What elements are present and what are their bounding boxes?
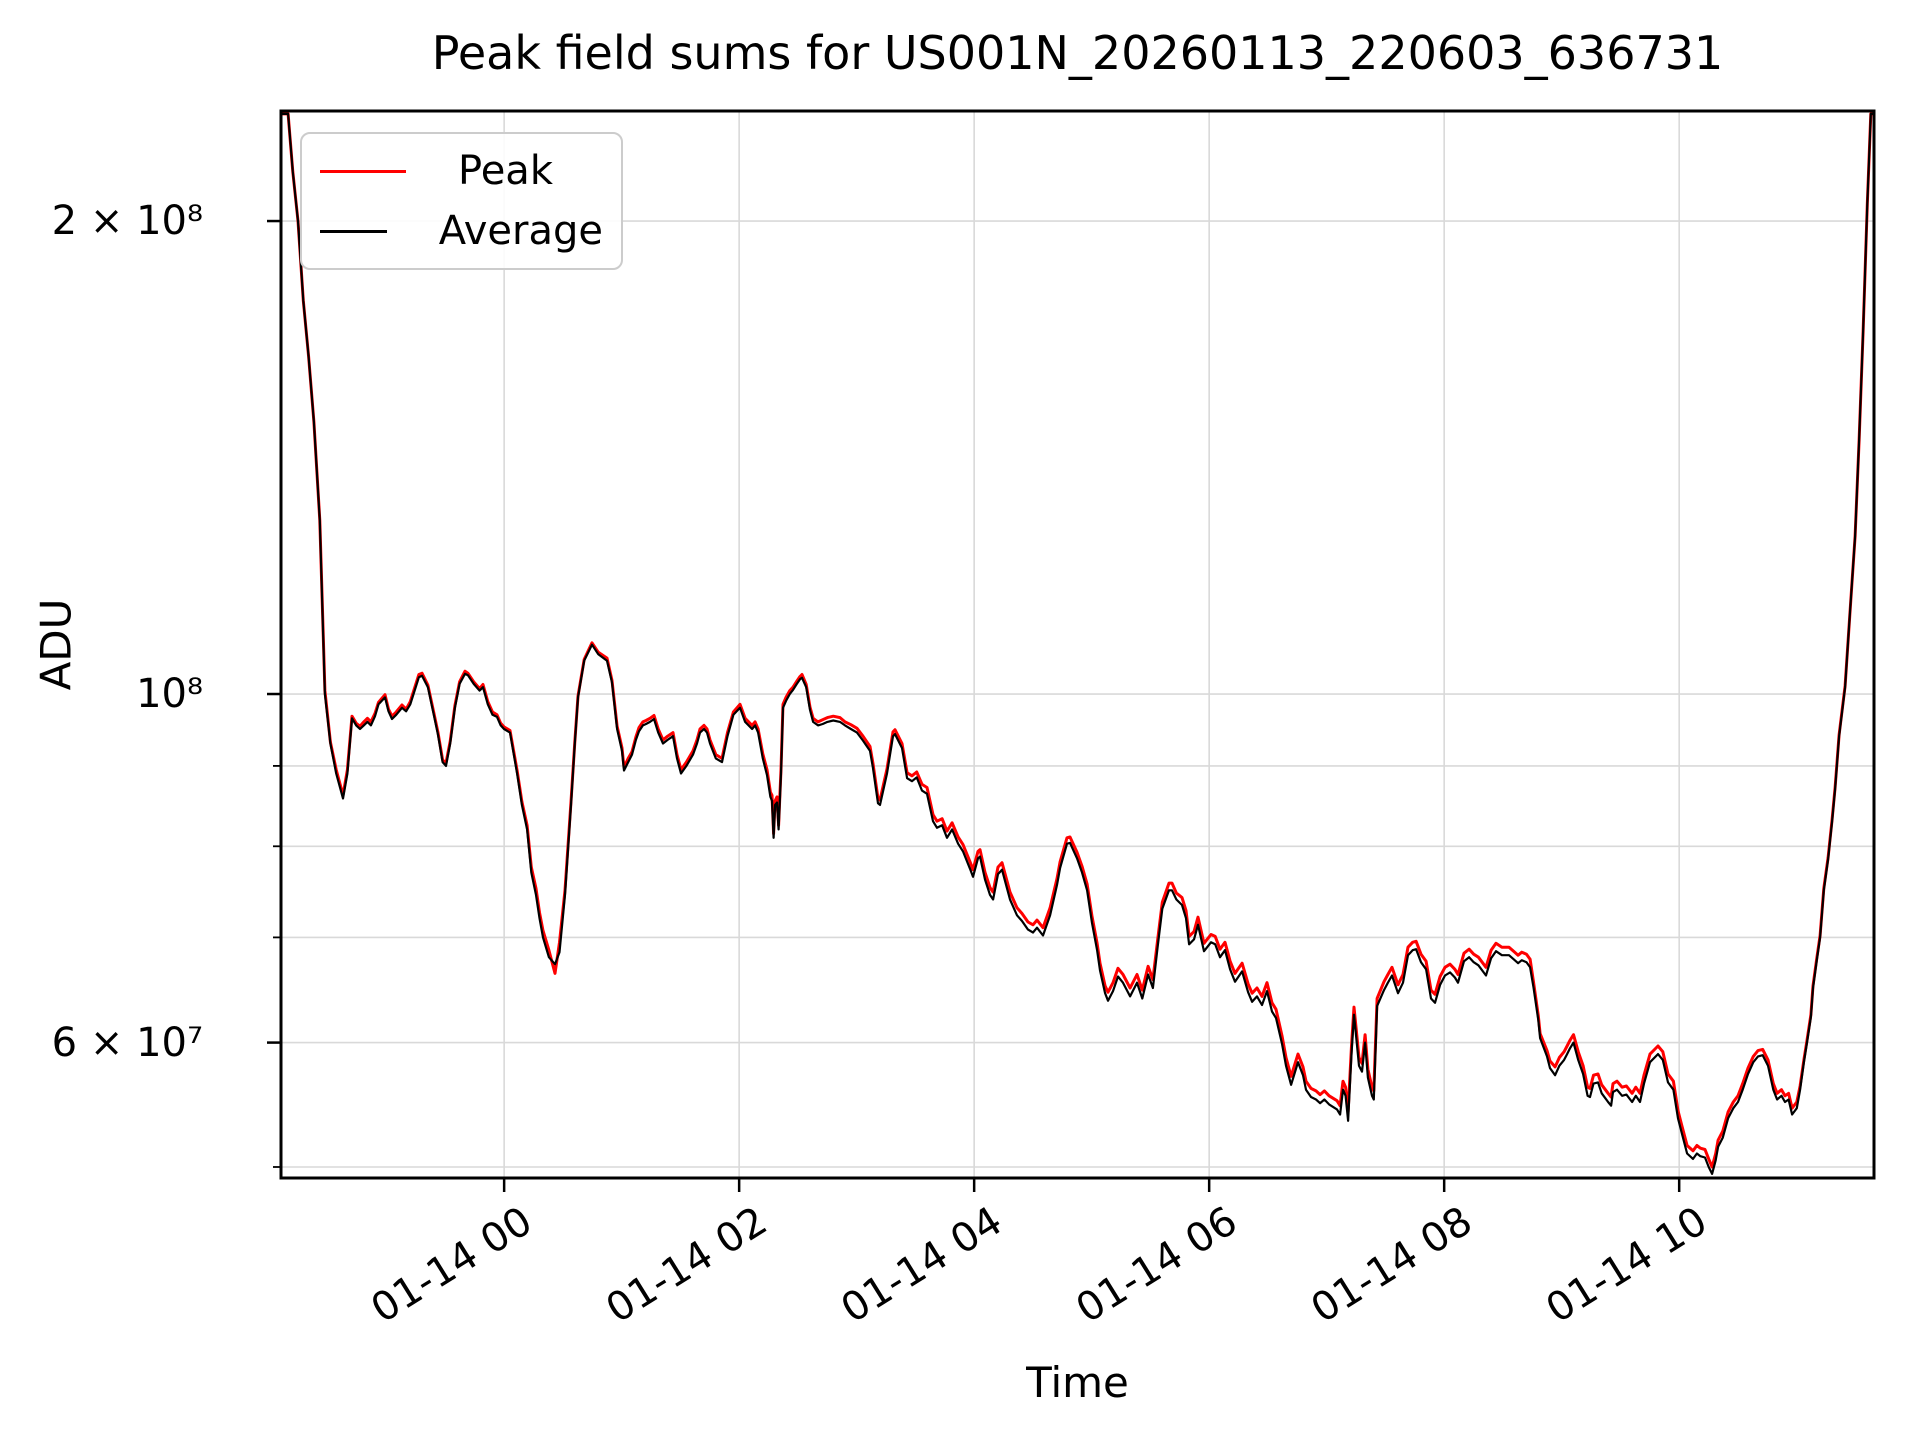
legend-item-average: Average [320,208,603,254]
average-line-swatch [320,229,387,233]
y-tick-label: 10⁸ [136,671,203,718]
legend-label-average: Average [438,208,603,254]
legend: Peak Average [300,132,623,270]
y-tick-label: 2 × 10⁸ [51,198,203,245]
y-tick-label: 6 × 10⁷ [51,1019,203,1066]
x-axis-label: Time [1026,1358,1129,1407]
chart-title: Peak field sums for US001N_20260113_2206… [431,26,1724,80]
legend-label-peak: Peak [458,148,553,194]
legend-item-peak: Peak [320,148,603,194]
peak-line [281,112,1874,1169]
axes-frame [279,109,1876,1180]
average-line [281,112,1874,1176]
peak-line-swatch [320,169,406,173]
y-axis-label: ADU [31,598,81,691]
